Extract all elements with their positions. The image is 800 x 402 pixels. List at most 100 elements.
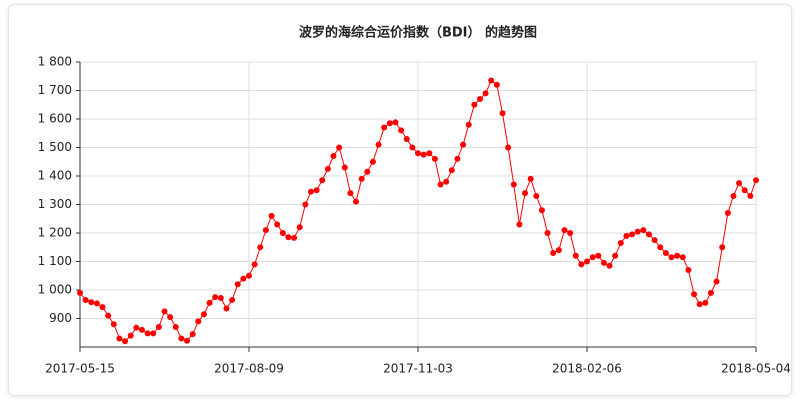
data-point (538, 207, 545, 214)
y-tick-label: 1 500 (38, 140, 72, 154)
data-point (257, 244, 264, 251)
x-tick-label: 2017-11-03 (383, 362, 453, 376)
data-point (398, 127, 405, 134)
data-point (291, 234, 298, 241)
data-point (217, 294, 224, 301)
data-point (93, 300, 100, 307)
data-point (420, 151, 427, 158)
data-point (392, 119, 399, 126)
data-point (353, 198, 360, 205)
data-point (189, 331, 196, 338)
data-point (229, 296, 236, 303)
data-point (302, 201, 309, 208)
data-point (319, 177, 326, 184)
data-point (612, 252, 619, 259)
data-point (471, 101, 478, 108)
data-point (133, 324, 140, 331)
data-point (324, 165, 331, 172)
data-point (77, 289, 83, 296)
data-point (167, 314, 174, 321)
data-point (364, 168, 371, 175)
data-point (206, 299, 213, 306)
data-point (437, 181, 444, 188)
data-point (567, 230, 574, 236)
data-point (200, 311, 207, 318)
data-point (375, 141, 382, 148)
x-tick-label: 2017-08-09 (214, 362, 284, 376)
data-point (623, 232, 630, 239)
y-tick-label: 1 600 (38, 112, 72, 126)
data-point (516, 221, 523, 228)
data-point (460, 141, 467, 148)
data-point (527, 175, 534, 182)
y-tick-label: 1 400 (38, 169, 72, 183)
y-tick-label: 1 800 (38, 55, 72, 69)
data-point (679, 254, 686, 261)
data-point (753, 177, 759, 184)
data-point (144, 330, 151, 337)
data-point (279, 230, 286, 236)
y-tick-label: 1 000 (38, 283, 72, 297)
data-point (172, 324, 179, 331)
data-point (499, 110, 506, 117)
data-point (110, 321, 117, 328)
data-point (127, 332, 134, 339)
data-point (150, 330, 157, 337)
data-point (347, 190, 354, 197)
data-point (702, 299, 709, 306)
data-point (369, 158, 376, 165)
data-point (105, 312, 112, 319)
data-point (634, 228, 641, 235)
data-point (234, 281, 241, 288)
data-point (341, 164, 348, 171)
data-point (262, 227, 269, 234)
data-point (285, 234, 292, 241)
data-point (296, 224, 303, 231)
data-point (510, 181, 517, 188)
data-point (155, 324, 162, 331)
data-point (719, 244, 726, 251)
data-point (184, 337, 191, 344)
data-point (307, 188, 314, 195)
data-point (550, 249, 557, 256)
data-point (122, 338, 129, 345)
data-point (544, 230, 551, 236)
data-point (482, 90, 489, 97)
data-point (493, 81, 500, 88)
data-point (736, 180, 743, 187)
data-point (426, 150, 433, 157)
data-point (640, 227, 647, 234)
data-point (246, 272, 252, 279)
x-tick-label: 2017-05-15 (45, 362, 115, 376)
data-point (691, 291, 698, 298)
data-point (606, 262, 613, 269)
data-point (645, 231, 652, 238)
data-point (431, 155, 438, 162)
data-point (674, 252, 681, 259)
chart-title: 波罗的海综合运价指数（BDI） 的趋势图 (299, 25, 537, 41)
y-tick-label: 1 300 (38, 197, 72, 211)
data-point (99, 304, 106, 311)
data-point (533, 192, 540, 199)
data-point (330, 153, 337, 160)
data-point (443, 178, 450, 185)
data-point (240, 275, 247, 282)
data-point (668, 254, 675, 261)
data-point (403, 135, 410, 142)
y-tick-label: 900 (49, 311, 72, 325)
data-point (595, 252, 602, 259)
data-point (336, 144, 343, 151)
data-point (415, 150, 421, 157)
x-tick-label: 2018-05-04 (721, 362, 791, 376)
data-point (161, 308, 168, 315)
data-point (476, 96, 483, 103)
data-point (522, 190, 529, 197)
data-point (386, 120, 393, 127)
data-point (713, 278, 720, 285)
data-point (313, 187, 320, 194)
data-point (488, 77, 495, 84)
y-tick-label: 1 100 (38, 254, 72, 268)
data-point (274, 221, 281, 228)
data-point (572, 252, 579, 259)
